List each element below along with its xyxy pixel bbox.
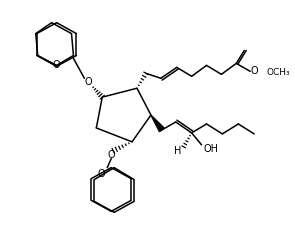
Text: O: O [85,77,92,87]
Text: O: O [97,168,105,179]
Text: O: O [250,66,258,76]
Text: H: H [174,146,181,156]
Text: OCH₃: OCH₃ [266,68,290,77]
Polygon shape [151,115,164,132]
Text: O: O [53,60,60,71]
Text: OH: OH [204,144,219,154]
Text: O: O [107,150,115,160]
